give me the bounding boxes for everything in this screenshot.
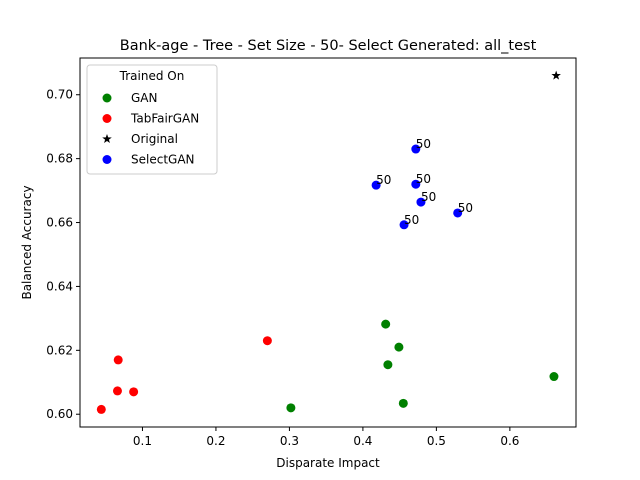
- legend-label-selectgan: SelectGAN: [131, 153, 195, 167]
- tabfairgan-point: [96, 404, 106, 414]
- gan-point: [394, 342, 404, 352]
- selectgan-point: [399, 220, 409, 230]
- y-tick-label: 0.64: [46, 279, 73, 293]
- y-tick-label: 0.60: [46, 407, 73, 421]
- legend: Trained On GAN TabFairGAN Original SelectGA…: [86, 64, 218, 175]
- legend-box: [86, 64, 218, 175]
- gan-point: [398, 398, 408, 408]
- tabfairgan-point: [113, 355, 123, 365]
- legend-marker-selectgan: [102, 155, 112, 164]
- x-tick-label: 0.4: [353, 434, 372, 448]
- chart-title: Bank-age - Tree - Set Size - 50- Select …: [120, 38, 537, 54]
- y-axis-label: Balanced Accuracy: [20, 185, 34, 299]
- legend-label-gan: GAN: [131, 91, 157, 105]
- selectgan-point-label: 50: [376, 173, 391, 187]
- gan-point: [286, 403, 296, 413]
- selectgan-point: [416, 197, 426, 207]
- selectgan-point: [371, 180, 381, 190]
- legend-marker-original: [102, 134, 112, 144]
- y-tick-label: 0.62: [46, 343, 73, 357]
- selectgan-point-label: 50: [416, 137, 431, 151]
- selectgan-point: [411, 179, 421, 189]
- selectgan-point-label: 50: [404, 213, 419, 227]
- x-axis-label: Disparate Impact: [276, 456, 380, 470]
- selectgan-point-label: 50: [458, 201, 473, 215]
- legend-label-tabfairgan: TabFairGAN: [130, 112, 199, 126]
- y-axis: 0.60 0.62 0.64 0.66 0.68 0.70: [46, 88, 80, 421]
- x-tick-label: 0.3: [280, 434, 299, 448]
- x-tick-label: 0.6: [500, 434, 519, 448]
- x-tick-label: 0.1: [133, 434, 152, 448]
- gan-point: [549, 372, 559, 382]
- tabfairgan-point: [129, 387, 139, 397]
- tabfairgan-point: [262, 336, 272, 346]
- y-tick-label: 0.70: [46, 88, 73, 102]
- selectgan-point-label: 50: [416, 172, 431, 186]
- selectgan-point-label: 50: [421, 190, 436, 204]
- gan-point: [381, 319, 391, 329]
- original-point: [551, 70, 561, 80]
- x-tick-label: 0.5: [427, 434, 446, 448]
- selectgan-point: [411, 144, 421, 154]
- plot-frame: [79, 57, 577, 428]
- legend-entries: GAN TabFairGAN Original SelectGAN: [102, 91, 199, 167]
- legend-label-original: Original: [131, 132, 178, 146]
- gan-point: [383, 360, 393, 370]
- x-tick-label: 0.2: [206, 434, 225, 448]
- x-axis: 0.1 0.2 0.3 0.4 0.5 0.6: [133, 427, 519, 448]
- legend-marker-gan: [102, 93, 112, 103]
- legend-title: Trained On: [119, 69, 185, 83]
- y-tick-label: 0.66: [46, 216, 73, 230]
- selectgan-point: [453, 208, 463, 218]
- tabfairgan-point: [112, 386, 122, 396]
- y-tick-label: 0.68: [46, 152, 73, 166]
- legend-marker-tabfairgan: [102, 114, 112, 123]
